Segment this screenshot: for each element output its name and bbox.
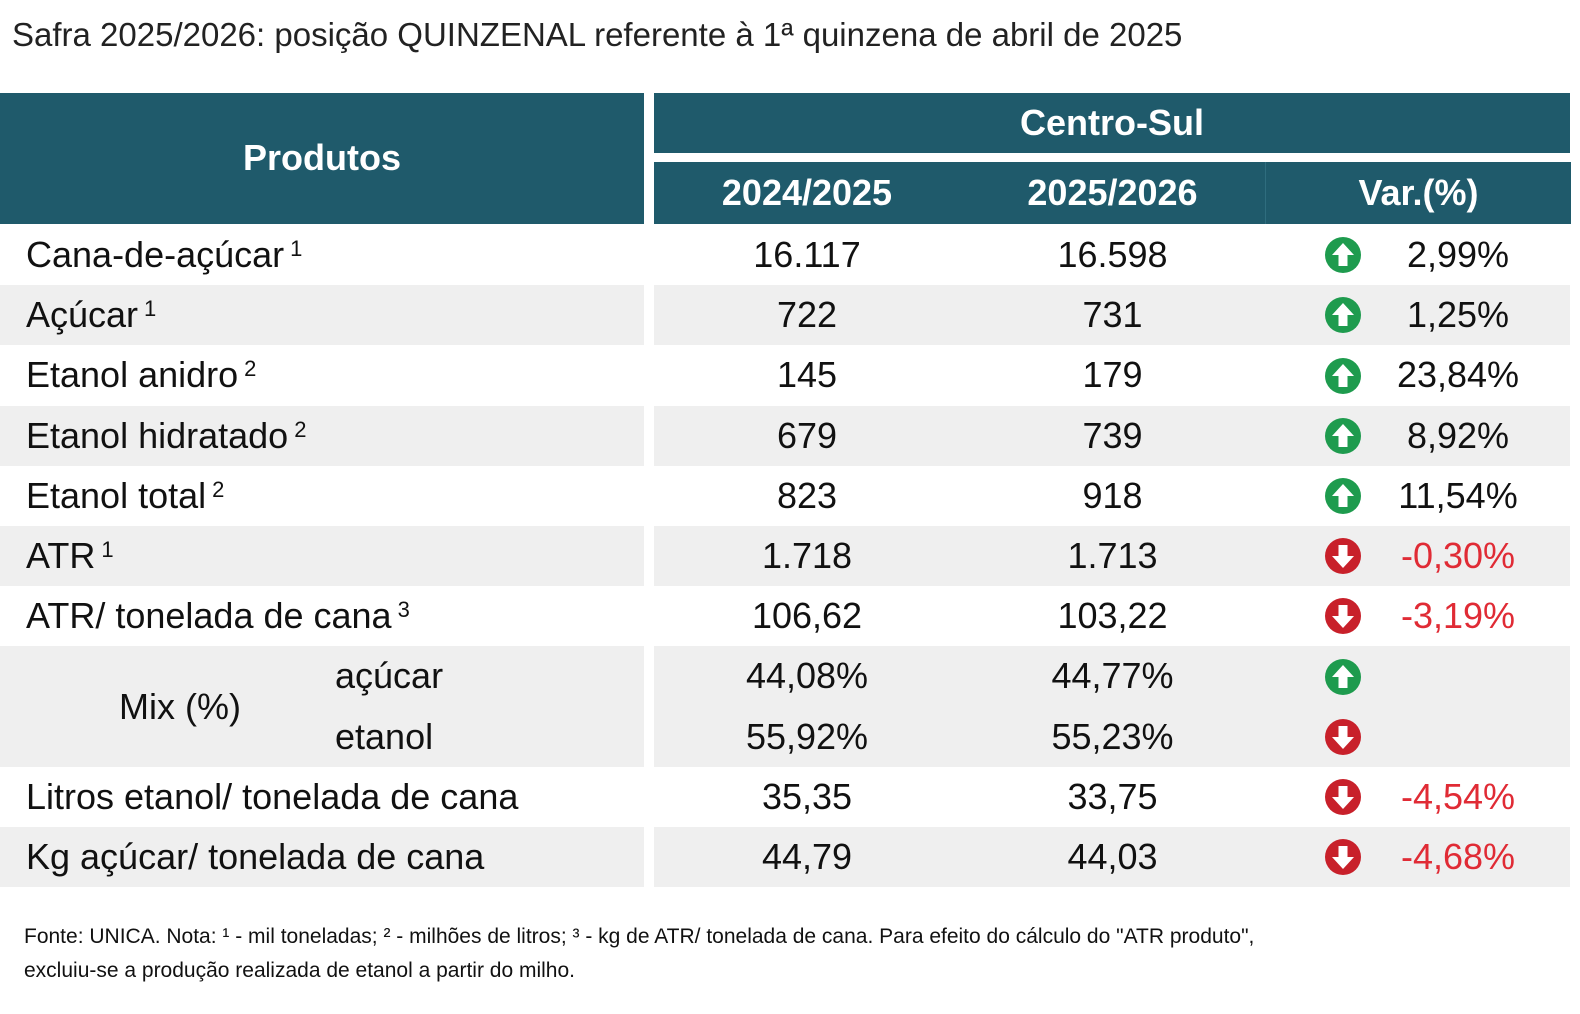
value-curr: 1.713 — [1067, 535, 1158, 577]
header-col-curr: 2025/2026 — [960, 162, 1265, 224]
arrow-up-circle-icon — [1325, 357, 1361, 394]
row-stripe-left — [0, 405, 644, 466]
row-label-text: Etanol total — [26, 474, 207, 516]
row-label-text: ATR — [26, 535, 96, 577]
value-var: -0,30% — [1400, 535, 1516, 577]
value-curr: 33,75 — [1067, 775, 1158, 817]
value-curr: 739 — [1082, 414, 1143, 456]
footnote-marker: 2 — [294, 416, 307, 442]
header-col-prev: 2024/2025 — [654, 162, 960, 224]
arrow-up-circle-icon — [1325, 297, 1361, 334]
value-curr: 16.598 — [1057, 234, 1168, 276]
mix-sub-label: etanol — [335, 715, 434, 757]
value-prev: 16.117 — [753, 234, 861, 276]
mix-sub-label: açúcar — [335, 655, 444, 697]
row-stripe-right — [654, 526, 1570, 587]
arrow-up-circle-icon — [1325, 477, 1361, 514]
value-var: 8,92% — [1406, 414, 1510, 456]
row-stripe-right — [654, 827, 1570, 888]
value-curr: 918 — [1082, 474, 1143, 516]
row-stripe-right — [654, 405, 1570, 466]
footer-line-2: excluiu-se a produção realizada de etano… — [24, 959, 575, 982]
row-stripe-right — [654, 285, 1570, 346]
value-var: -4,54% — [1400, 775, 1516, 817]
value-prev: 44,79 — [761, 836, 853, 878]
row-label-text: Etanol hidratado — [26, 414, 289, 456]
header-region-label: Centro-Sul — [1020, 102, 1204, 143]
arrow-down-circle-icon — [1325, 538, 1361, 575]
arrow-down-circle-icon — [1325, 839, 1361, 876]
row-label-text: Etanol anidro — [26, 354, 239, 396]
row-label: Açúcar 1 — [26, 285, 156, 345]
arrow-down-circle-icon — [1325, 778, 1361, 815]
footnote-marker: 2 — [212, 476, 225, 502]
row-stripe-left — [0, 646, 644, 767]
row-label-text: Açúcar — [26, 294, 139, 336]
row-label-text: Cana-de-açúcar — [26, 234, 285, 276]
row-stripe-left — [0, 526, 644, 587]
value-prev: 44,08% — [745, 655, 869, 697]
page-title: Safra 2025/2026: posição QUINZENAL refer… — [12, 16, 1183, 53]
footnote-marker: 1 — [290, 236, 303, 262]
value-var: 11,54% — [1398, 474, 1518, 516]
footer-note: Fonte: UNICA. Nota: ¹ - mil toneladas; ²… — [24, 920, 1564, 988]
value-prev: 145 — [776, 354, 838, 396]
value-var: 23,84% — [1396, 354, 1520, 396]
header-col-prev-label: 2024/2025 — [721, 172, 893, 213]
footnote-marker: 2 — [244, 356, 257, 382]
value-var: 1,25% — [1406, 294, 1510, 336]
row-label: Etanol total 2 — [26, 466, 224, 526]
header-produtos-label: Produtos — [243, 136, 401, 178]
header-col-var: Var.(%) — [1265, 162, 1571, 224]
header-region: Centro-Sul — [654, 93, 1570, 153]
row-label: ATR/ tonelada de cana 3 — [26, 586, 410, 646]
arrow-down-circle-icon — [1325, 598, 1361, 635]
value-var: -3,19% — [1400, 595, 1516, 637]
row-label: ATR 1 — [26, 526, 114, 586]
row-label: Kg açúcar/ tonelada de cana — [26, 836, 485, 878]
footer-line-1: Fonte: UNICA. Nota: ¹ - mil toneladas; ²… — [24, 925, 1255, 948]
value-prev: 106,62 — [751, 595, 863, 637]
arrow-up-circle-icon — [1325, 658, 1361, 695]
row-label: Litros etanol/ tonelada de cana — [26, 775, 519, 817]
row-label-text: ATR/ tonelada de cana — [26, 595, 392, 637]
header-produtos: Produtos — [0, 93, 644, 224]
row-stripe-left — [0, 827, 644, 888]
value-curr: 44,03 — [1067, 836, 1158, 878]
header-col-var-label: Var.(%) — [1358, 172, 1479, 213]
value-curr: 44,77% — [1051, 655, 1174, 697]
value-var: 2,99% — [1406, 234, 1510, 276]
row-label: Etanol anidro 2 — [26, 345, 256, 405]
header-col-curr-label: 2025/2026 — [1027, 172, 1198, 213]
footnote-marker: 1 — [101, 537, 114, 563]
value-prev: 823 — [776, 474, 838, 516]
value-curr: 179 — [1082, 354, 1143, 396]
value-prev: 1.718 — [761, 535, 853, 577]
footnote-marker: 1 — [144, 296, 157, 322]
footnote-marker: 3 — [397, 597, 410, 623]
value-prev: 722 — [776, 294, 838, 336]
row-stripe-left — [0, 285, 644, 346]
value-curr: 55,23% — [1051, 715, 1174, 757]
value-curr: 103,22 — [1057, 595, 1168, 637]
row-label: Etanol hidratado 2 — [26, 406, 306, 466]
value-prev: 55,92% — [745, 715, 869, 757]
arrow-down-circle-icon — [1325, 718, 1361, 755]
value-var: -4,68% — [1400, 836, 1516, 878]
arrow-up-circle-icon — [1325, 237, 1361, 274]
value-curr: 731 — [1082, 294, 1143, 336]
value-prev: 679 — [776, 414, 838, 456]
arrow-up-circle-icon — [1325, 417, 1361, 454]
row-label: Cana-de-açúcar 1 — [26, 225, 302, 285]
row-stripe-right — [654, 646, 1570, 767]
value-prev: 35,35 — [761, 775, 853, 817]
mix-label: Mix (%) — [119, 685, 241, 727]
